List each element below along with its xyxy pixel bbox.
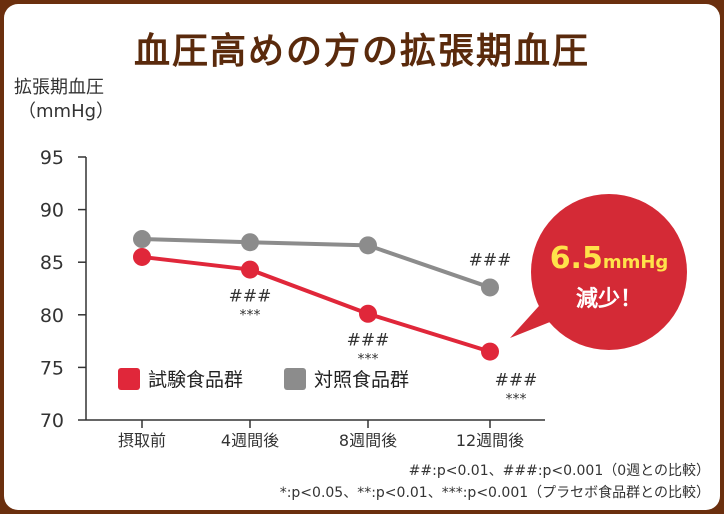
data-point-control (359, 236, 377, 255)
x-tick-label: 4週間後 (221, 431, 279, 450)
y-tick-label: 75 (40, 357, 64, 379)
legend-label-test: 試験食品群 (148, 369, 243, 391)
y-tick-label: 95 (40, 147, 64, 169)
y-axis-title: 拡張期血圧 (14, 77, 104, 98)
callout-value: 6.5mmHg (550, 241, 669, 276)
y-axis-unit: （mmHg） (18, 101, 115, 122)
callout-bubble (531, 194, 687, 350)
significance-star: *** (358, 352, 379, 368)
callout-text: 減少！ (576, 287, 642, 312)
footnote-star: *:p<0.05、**:p<0.01、***:p<0.001（プラセボ食品群との… (279, 485, 710, 501)
legend-label-control: 対照食品群 (314, 369, 409, 391)
y-tick-label: 90 (40, 200, 64, 222)
footnote-hash: ##:p<0.01、###:p<0.001（0週との比較） (408, 463, 710, 479)
data-point-test (133, 247, 151, 266)
significance-hash: ### (495, 371, 538, 391)
x-tick-label: 8週間後 (339, 431, 397, 450)
significance-star: *** (240, 308, 261, 324)
data-point-control (133, 230, 151, 249)
significance-hash: ### (229, 287, 272, 307)
chart-title: 血圧高めの方の拡張期血圧 (133, 31, 590, 72)
data-point-test (481, 342, 499, 361)
series-line-control (141, 237, 491, 290)
series-line-test (141, 254, 491, 354)
y-tick-label: 85 (40, 252, 64, 274)
data-point-test (241, 260, 259, 279)
legend-swatch-test (118, 368, 140, 390)
x-tick-label: 摂取前 (118, 431, 166, 450)
significance-hash: ### (347, 331, 390, 351)
y-axis-label: 拡張期血圧 （mmHg） (14, 76, 114, 124)
legend-swatch-control (284, 368, 306, 390)
y-tick-label: 80 (40, 305, 64, 327)
data-point-test (359, 304, 377, 323)
data-point-control (481, 278, 499, 297)
significance-hash: ### (469, 250, 512, 270)
significance-star: *** (506, 392, 527, 408)
y-tick-label: 70 (40, 410, 64, 432)
data-point-control (241, 233, 259, 252)
x-tick-label: 12週間後 (456, 431, 524, 450)
